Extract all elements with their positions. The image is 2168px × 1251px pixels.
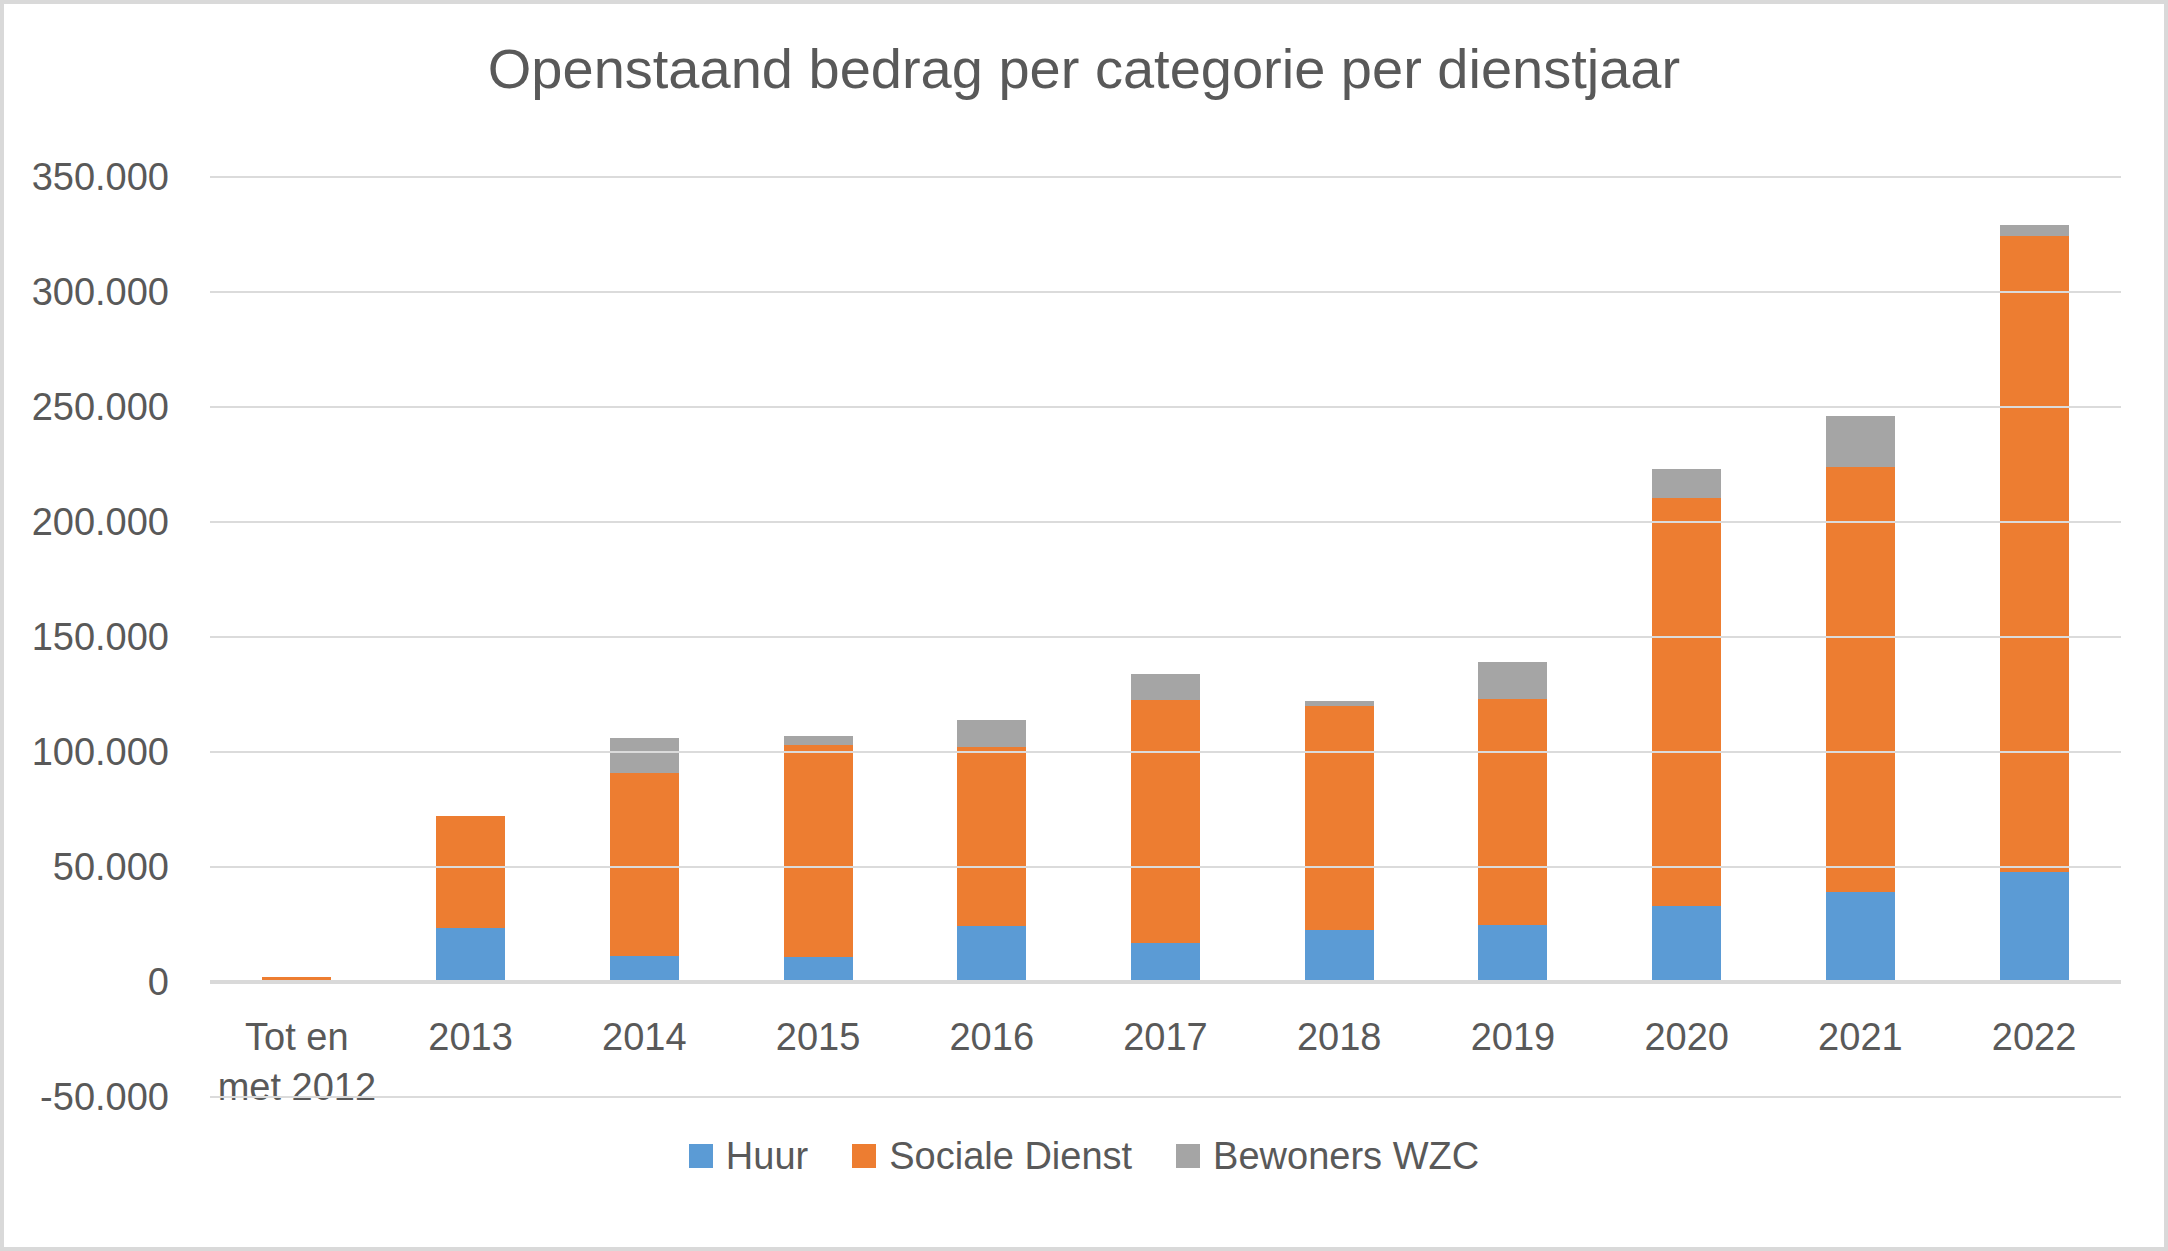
bar-segment-sociale-dienst	[436, 816, 505, 928]
legend-item-bewoners-wzc: Bewoners WZC	[1176, 1134, 1479, 1178]
y-axis-tick-label: 0	[4, 959, 169, 1005]
chart-title: Openstaand bedrag per categorie per dien…	[4, 36, 2164, 102]
bar-stack	[957, 177, 1026, 982]
bar-segment-sociale-dienst	[1826, 467, 1895, 893]
bar-segment-bewoners-wzc	[784, 736, 853, 745]
bar-segment-huur	[2000, 872, 2069, 982]
gridline	[210, 1096, 2121, 1098]
bar-segment-bewoners-wzc	[2000, 225, 2069, 235]
bar-segment-bewoners-wzc	[1478, 662, 1547, 699]
bar-segment-sociale-dienst	[957, 747, 1026, 925]
bar-segment-sociale-dienst	[1305, 706, 1374, 930]
bar-segment-bewoners-wzc	[1826, 416, 1895, 467]
gridline	[210, 521, 2121, 523]
bar-segment-sociale-dienst	[1478, 699, 1547, 924]
bar-stack	[1305, 177, 1374, 982]
x-axis-tick-label: 2016	[905, 1012, 1079, 1062]
legend-label: Bewoners WZC	[1213, 1134, 1479, 1178]
bar-segment-sociale-dienst	[610, 773, 679, 956]
x-axis-tick-label: 2022	[1947, 1012, 2121, 1062]
y-axis-tick-label: -50.000	[4, 1074, 169, 1120]
bar-segment-sociale-dienst	[1131, 700, 1200, 943]
gridline	[210, 406, 2121, 408]
x-axis-tick-label: 2018	[1252, 1012, 1426, 1062]
bar-segment-huur	[1826, 892, 1895, 982]
bar-segment-sociale-dienst	[2000, 236, 2069, 872]
bar-segment-huur	[436, 928, 505, 982]
bar-segment-huur	[1478, 925, 1547, 983]
bar-stack	[1131, 177, 1200, 982]
bar-segment-bewoners-wzc	[1131, 674, 1200, 700]
legend-label: Huur	[726, 1134, 808, 1178]
bar-segment-huur	[957, 926, 1026, 982]
bar-stack	[610, 177, 679, 982]
legend-label: Sociale Dienst	[889, 1134, 1132, 1178]
bar-segment-huur	[1305, 930, 1374, 982]
bar-segment-sociale-dienst	[784, 745, 853, 957]
bar-segment-bewoners-wzc	[610, 738, 679, 773]
bar-segment-huur	[610, 956, 679, 982]
y-axis-tick-label: 250.000	[4, 384, 169, 430]
bar-stack	[784, 177, 853, 982]
plot-area	[210, 177, 2121, 1097]
y-axis-tick-label: 200.000	[4, 499, 169, 545]
x-axis-tick-label: 2013	[384, 1012, 558, 1062]
bar-segment-sociale-dienst	[1652, 498, 1721, 906]
x-axis-tick-label: 2015	[731, 1012, 905, 1062]
bar-segment-bewoners-wzc	[1652, 469, 1721, 498]
chart-container: Openstaand bedrag per categorie per dien…	[0, 0, 2168, 1251]
legend-color-swatch-icon	[689, 1144, 713, 1168]
x-axis-tick-label: 2017	[1079, 1012, 1253, 1062]
y-axis-tick-label: 100.000	[4, 729, 169, 775]
bar-segment-huur	[1652, 906, 1721, 982]
legend-color-swatch-icon	[852, 1144, 876, 1168]
y-axis-tick-label: 300.000	[4, 269, 169, 315]
legend-item-huur: Huur	[689, 1134, 808, 1178]
bar-stack	[1652, 177, 1721, 982]
y-axis-tick-label: 350.000	[4, 154, 169, 200]
legend-item-sociale-dienst: Sociale Dienst	[852, 1134, 1132, 1178]
gridline	[210, 291, 2121, 293]
bar-stack	[262, 177, 331, 982]
bar-stack	[1826, 177, 1895, 982]
bar-segment-huur	[1131, 943, 1200, 982]
x-axis-tick-label: 2014	[557, 1012, 731, 1062]
legend: Huur Sociale Dienst Bewoners WZC	[4, 1134, 2164, 1178]
y-axis-tick-label: 50.000	[4, 844, 169, 890]
x-axis-tick-label: 2019	[1426, 1012, 1600, 1062]
gridline	[210, 866, 2121, 868]
x-axis-tick-label: 2020	[1600, 1012, 1774, 1062]
gridline	[210, 636, 2121, 638]
x-axis-line	[210, 980, 2121, 984]
y-axis-tick-label: 150.000	[4, 614, 169, 660]
bar-segment-bewoners-wzc	[957, 720, 1026, 748]
bar-stack	[2000, 177, 2069, 982]
bar-segment-huur	[784, 957, 853, 982]
x-axis-tick-label: 2021	[1774, 1012, 1948, 1062]
legend-color-swatch-icon	[1176, 1144, 1200, 1168]
bar-stack	[1478, 177, 1547, 982]
bar-stack	[436, 177, 505, 982]
gridline	[210, 751, 2121, 753]
gridline	[210, 176, 2121, 178]
